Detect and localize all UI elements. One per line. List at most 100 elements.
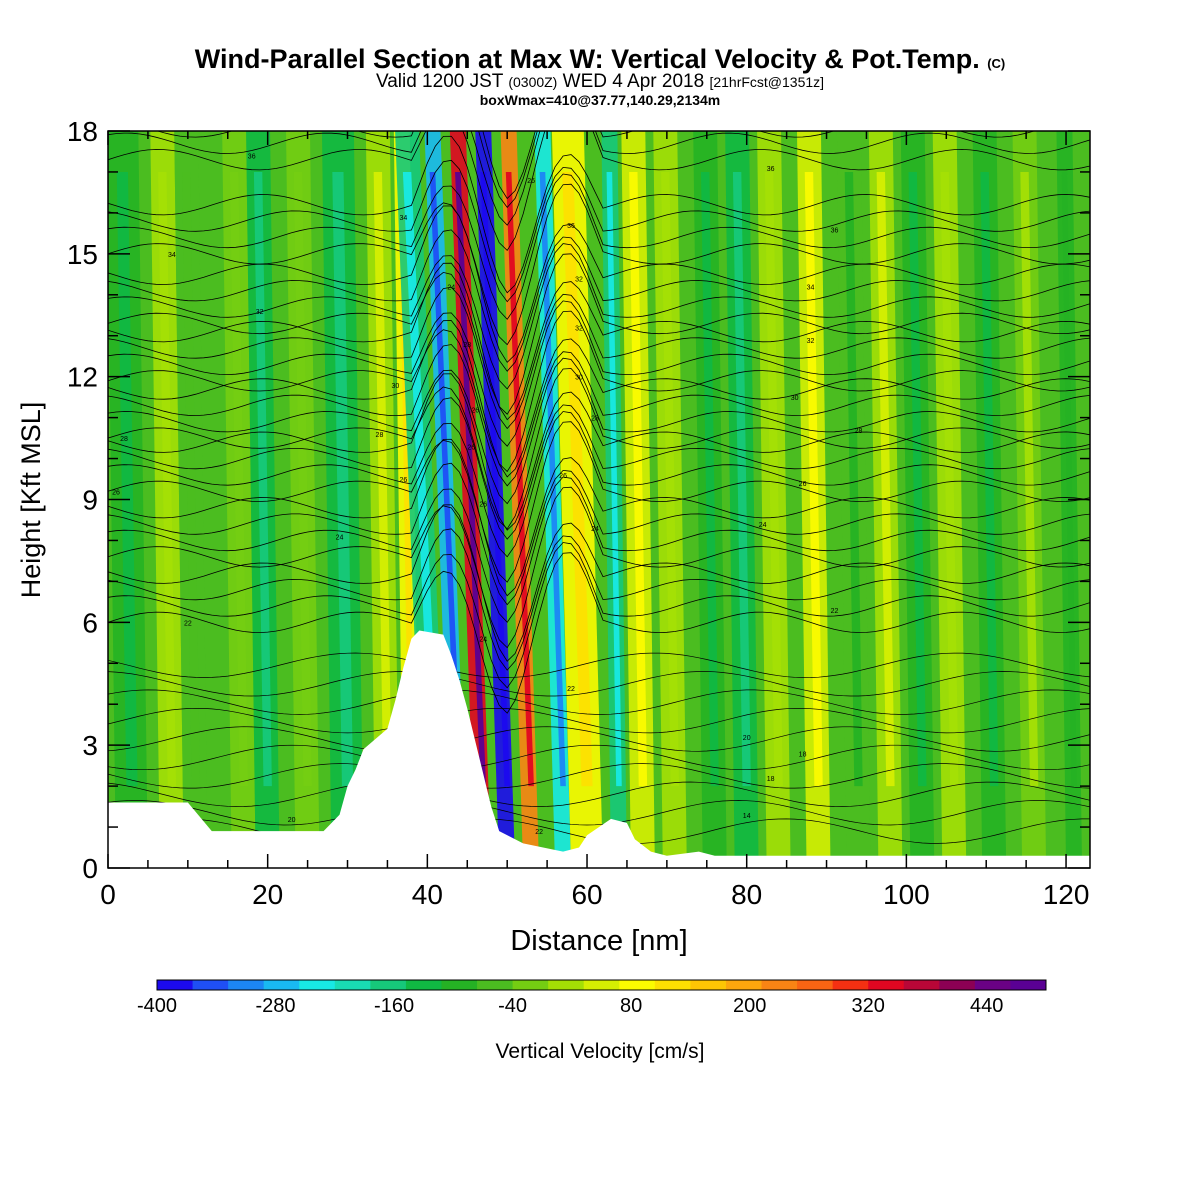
contour-label: 24 — [759, 522, 767, 529]
velocity-core — [116, 171, 138, 787]
isentrope-line — [108, 671, 1090, 697]
colorbar-swatch — [619, 980, 656, 990]
contour-label: 36 — [567, 223, 575, 230]
isentrope-line — [108, 552, 1090, 714]
contour-label: 22 — [831, 608, 839, 615]
contour-label: 26 — [527, 178, 535, 185]
isentrope-line — [108, 262, 1090, 421]
contour-label: 32 — [256, 309, 264, 316]
contour-label: 30 — [791, 395, 799, 402]
velocity-core — [980, 171, 999, 787]
contour-label: 20 — [288, 817, 296, 824]
isentrope-line — [108, 205, 1090, 363]
isentrope-line — [108, 652, 1090, 678]
isentrope-line — [108, 357, 1090, 505]
colorbar-swatch — [477, 980, 514, 990]
velocity-core — [804, 171, 823, 787]
chart-title-main: Wind-Parallel Section at Max W: Vertical… — [194, 44, 980, 74]
contour-label: 26 — [399, 477, 407, 484]
colorbar-tick-label: 200 — [733, 995, 766, 1017]
chart-subtitle: Valid 1200 JST (0300Z) WED 4 Apr 2018 [2… — [0, 71, 1200, 93]
contour-label: 26 — [467, 444, 475, 451]
colorbar-swatch — [761, 980, 798, 990]
colorbar-swatch — [334, 980, 371, 990]
isentrope-line — [108, 135, 1090, 294]
velocity-core — [940, 171, 959, 787]
isentrope-line — [108, 253, 1090, 415]
velocity-core — [480, 171, 510, 787]
colorbar-label: Vertical Velocity [cm/s] — [496, 1040, 705, 1063]
isentrope-line — [108, 744, 1090, 771]
contour-label: 22 — [567, 686, 575, 693]
isentrope-line — [108, 131, 1090, 252]
x-tick-label: 20 — [252, 879, 283, 910]
isentrope-line — [108, 373, 1090, 531]
contour-label: 36 — [248, 154, 256, 161]
colorbar-frame — [156, 979, 1047, 991]
colorbar-swatch — [832, 980, 869, 990]
contour-label: 36 — [767, 166, 775, 173]
y-tick-label: 3 — [82, 730, 98, 761]
contour-label: 22 — [184, 620, 192, 627]
isentrope-line — [108, 726, 1090, 752]
colorbar-swatch — [263, 980, 300, 990]
isentrope-line — [108, 300, 1090, 447]
valid-time: Valid 1200 JST — [375, 71, 504, 92]
isentrope-line — [108, 368, 1090, 530]
isentrope-line — [108, 183, 1090, 346]
colorbar-swatch — [583, 980, 620, 990]
colorbar-tick-label: -280 — [256, 995, 296, 1017]
colorbar-swatch — [192, 980, 229, 990]
y-tick-label: 12 — [67, 362, 98, 393]
contour-label: 26 — [799, 481, 807, 488]
velocity-core — [373, 171, 392, 787]
contour-label: 28 — [463, 342, 471, 349]
terrain — [108, 630, 1090, 868]
valid-utc: (0300Z) — [508, 74, 558, 90]
velocity-core — [293, 171, 312, 787]
x-tick-label: 80 — [731, 879, 762, 910]
contour-label: 14 — [743, 813, 751, 820]
isentrope-line — [108, 438, 1090, 597]
colorbar-swatch — [228, 980, 265, 990]
isentrope-line — [108, 781, 1090, 807]
velocity-core — [606, 171, 622, 787]
x-tick-label: 100 — [883, 879, 930, 910]
velocity-core — [158, 171, 177, 787]
isentrope-line — [108, 542, 1090, 689]
isentrope-line — [108, 131, 1090, 226]
contour-label: 20 — [743, 735, 751, 742]
velocity-core — [1061, 171, 1077, 787]
colorbar-tick-label: 80 — [620, 995, 642, 1017]
colorbar-swatch — [299, 980, 336, 990]
contour-label: 32 — [575, 276, 583, 283]
contour-label: 36 — [831, 227, 839, 234]
velocity-core — [332, 171, 354, 787]
isentrope-line — [108, 421, 1090, 583]
colorbar-tick-label: -400 — [137, 995, 177, 1017]
contour-label: 28 — [855, 428, 863, 435]
isentrope-line — [108, 173, 1090, 320]
velocity-core — [764, 171, 783, 787]
colorbar-tick-label: 440 — [970, 995, 1003, 1017]
isentrope-line — [108, 397, 1090, 540]
colorbar: -400 -280 -160 -40 80 200 320 440 — [137, 979, 1047, 1017]
isentrope-line — [108, 320, 1090, 478]
isentrope-line — [108, 411, 1090, 558]
contour-label: 24 — [447, 285, 455, 292]
contour-label: 26 — [471, 407, 479, 414]
isentrope-line — [108, 286, 1090, 430]
colorbar-swatch — [690, 980, 727, 990]
colorbar-swatch — [974, 980, 1011, 990]
plot-area: 36 34 32 28 26 22 20 30 28 24 26 34 24 28 26 26 26 24 26 36… — [108, 131, 1090, 868]
velocity-core — [429, 171, 463, 787]
x-tick-label: 120 — [1043, 879, 1090, 910]
colorbar-tick-label: -40 — [498, 995, 527, 1017]
velocity-core — [876, 171, 895, 787]
isentrope-line — [108, 159, 1090, 303]
contour-label: 26 — [479, 502, 487, 509]
isentrope-line — [108, 243, 1090, 390]
velocity-core — [661, 171, 680, 787]
